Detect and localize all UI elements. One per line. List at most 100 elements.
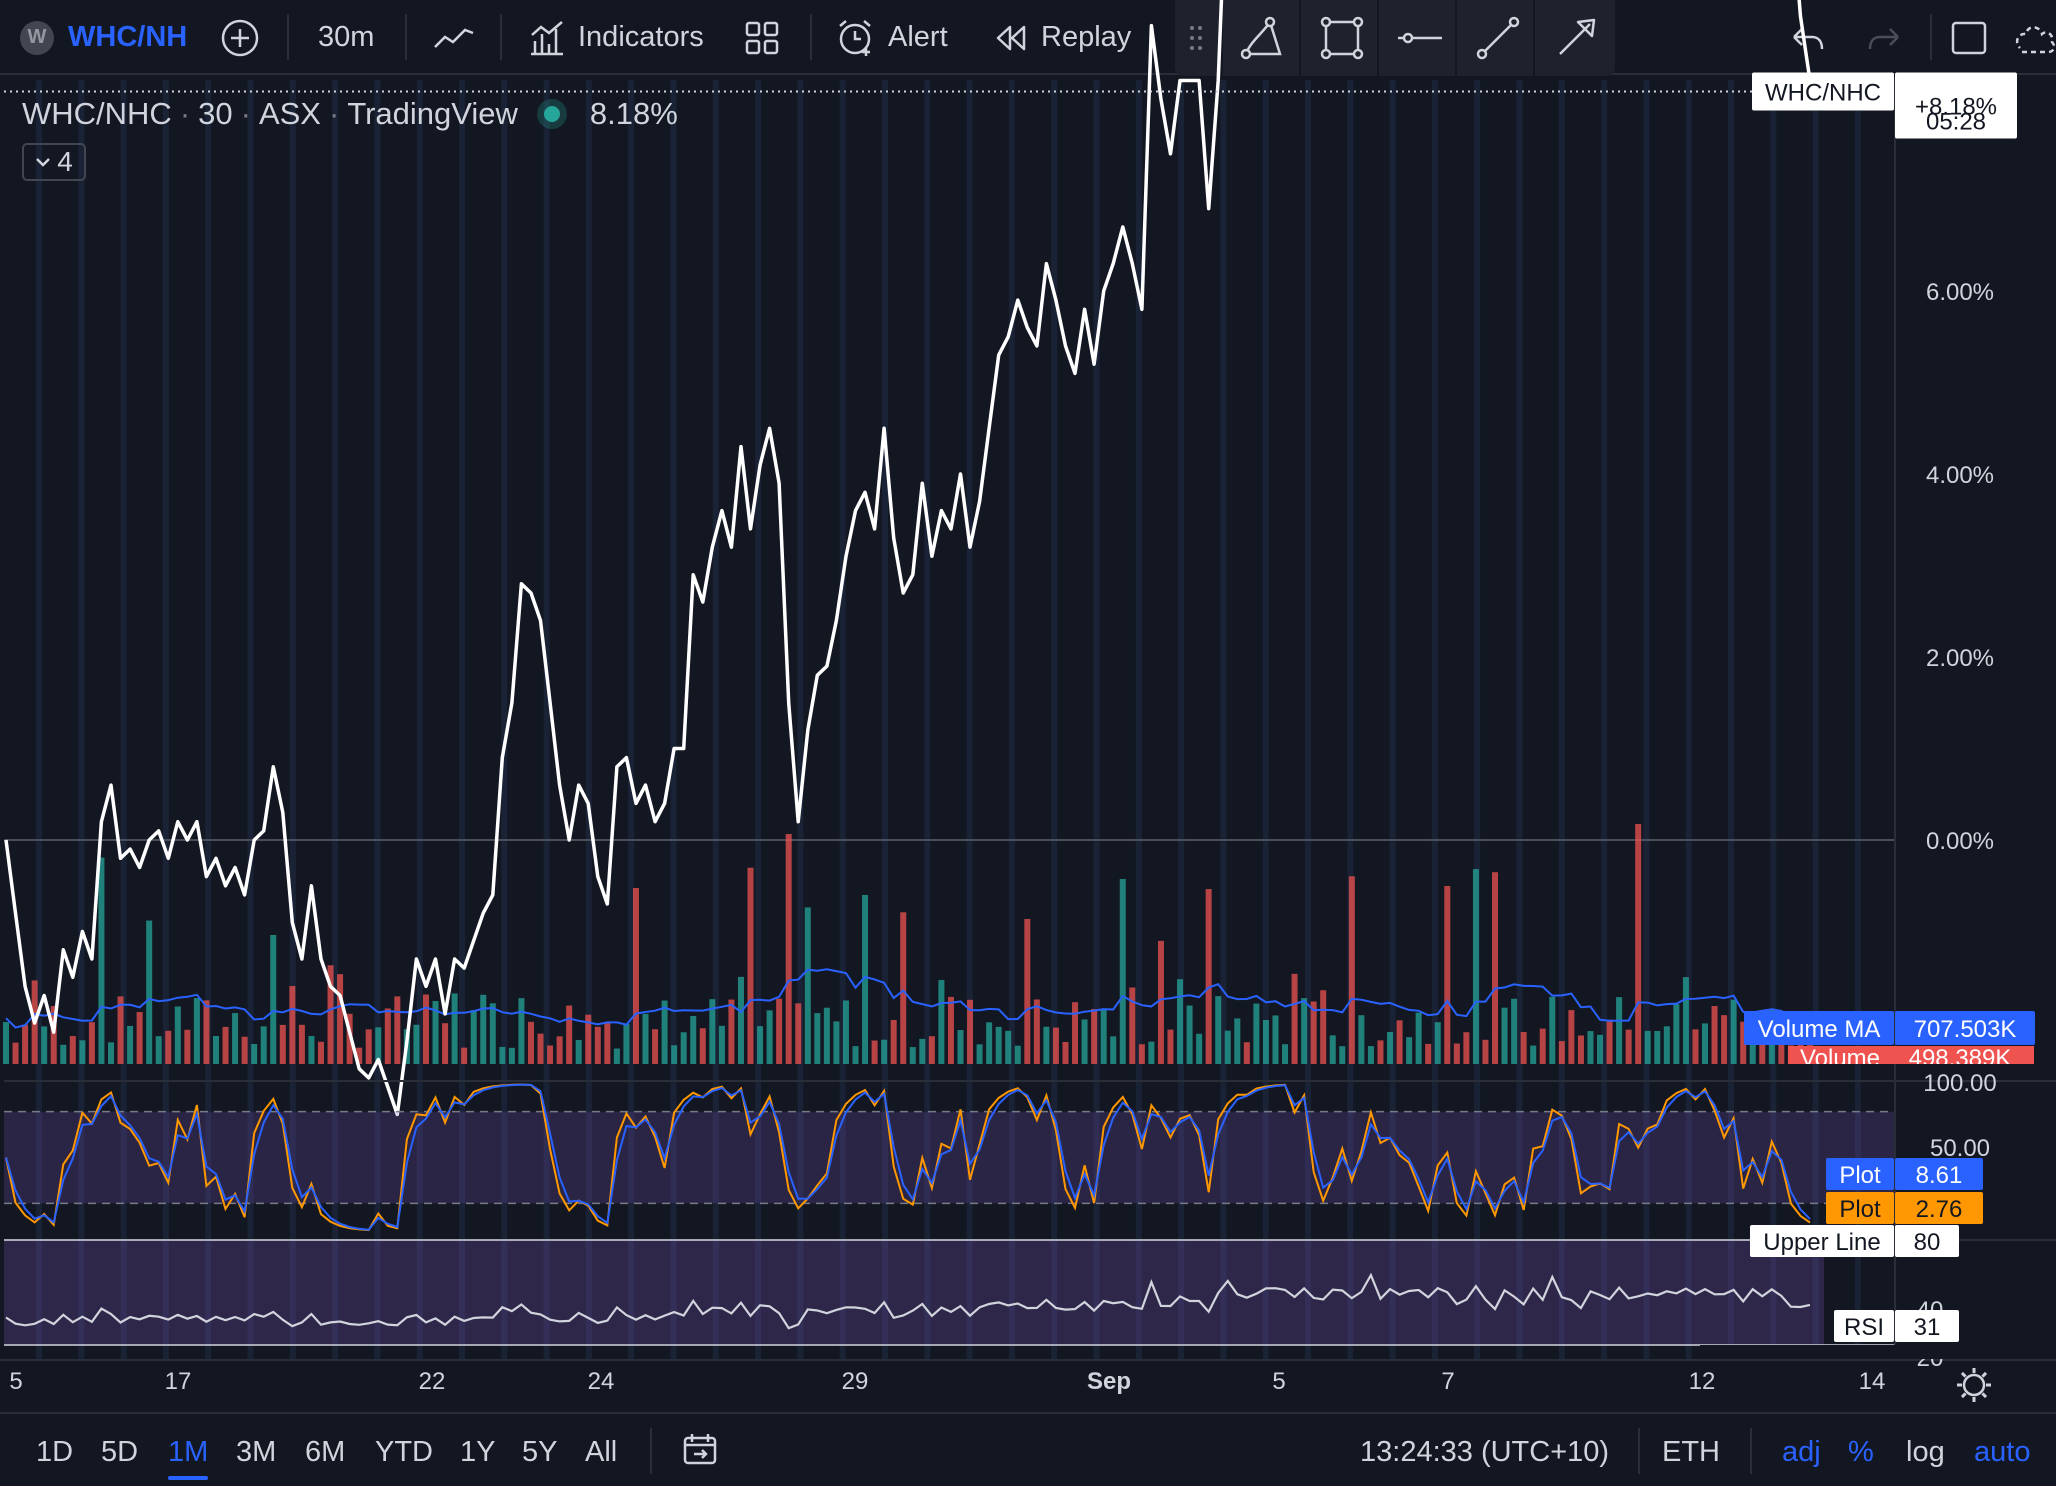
stoch-k-value-label-bg [1895,1158,1983,1190]
rsi-value-label-bg [1895,1310,1959,1342]
rectangle-tool-icon[interactable] [1318,0,1366,75]
volume-bar [1711,1006,1718,1064]
volume-bar [117,996,124,1064]
volume-bar [1463,1032,1470,1064]
range-1m[interactable]: 1M [168,1436,209,1468]
session-stripe [162,80,169,1360]
volume-bar [1520,1031,1527,1064]
adjust-dividends-toggle[interactable]: adj [1782,1436,1821,1468]
cloud-save-icon[interactable] [2010,0,2056,75]
volume-bar [1597,1034,1604,1064]
replay-label: Replay [1041,21,1132,53]
horizontal-line-tool-icon[interactable] [1396,0,1444,75]
price-pane [4,0,1812,1117]
session-stripe [247,80,254,1360]
legend-separator: · [179,96,191,131]
volume-bar [107,1042,114,1064]
range-1y[interactable]: 1Y [460,1436,496,1468]
indicators-button[interactable]: Indicators [528,0,704,75]
volume-bar [1625,1029,1632,1064]
volume-name-text: Volume [1800,1045,1880,1072]
volume-bar [556,1036,563,1064]
session-stripe [1093,80,1100,1360]
volume-bar [1138,1044,1145,1064]
session-stripe [1135,80,1142,1360]
volume-bar [1740,1021,1747,1064]
legend-symbol[interactable]: WHC/NHC [22,96,172,131]
auto-scale-toggle[interactable]: auto [1974,1436,2031,1468]
volume-bar [1243,1042,1250,1064]
alarm-clock-icon [839,19,871,56]
rsi-name-label: RSI [1834,1310,1894,1342]
percent-scale-toggle[interactable]: % [1848,1436,1874,1468]
arrow-tool-icon[interactable] [1552,0,1600,75]
brush-tool-icon[interactable] [1240,0,1288,75]
volume-bar [1196,1033,1203,1064]
stoch-d-value-label: 2.76 [1895,1192,1983,1224]
session-stripe [1347,80,1354,1360]
undo-icon[interactable] [1790,0,1826,75]
replay-button[interactable]: Replay [993,0,1131,75]
redo-icon[interactable] [1866,0,1902,75]
price-tick-label: 6.00% [1926,279,1994,306]
price-axis[interactable]: 16.00%14.00%12.00%10.00%6.00%4.00%2.00%0… [1894,0,2001,1360]
volume-bar [260,1026,267,1064]
trend-line-tool-icon[interactable] [1474,0,1522,75]
drawing-tools-group [1175,0,1615,76]
volume-bar [785,834,792,1064]
volume-bar [1024,919,1031,1064]
upper-line-value-label-bg [1895,1225,1959,1257]
rsi-band-fill [4,1240,1824,1345]
volume-bar [1568,1010,1575,1064]
time-axis[interactable]: 5 17 22 24 29 Sep 5 7 12 14 [0,1359,2056,1402]
alert-button[interactable]: Alert [836,0,948,75]
session-stripe [1431,80,1438,1360]
price-tick-label: 4.00% [1926,462,1994,489]
volume-bar [1014,1045,1021,1064]
session-stripe [1178,80,1185,1360]
clock-timezone[interactable]: 13:24:33 (UTC+10) [1360,1436,1610,1468]
interval-button[interactable]: 30m [318,21,375,53]
volume-bar [317,1041,324,1064]
range-all[interactable]: All [585,1436,618,1468]
range-3m[interactable]: 3M [236,1436,277,1468]
volume-bar [594,1026,601,1064]
volume-bar [375,1027,382,1064]
drag-handle-icon[interactable] [1189,0,1203,75]
upper-line-value-label: 80 [1895,1225,1959,1257]
layouts-grid-icon[interactable] [745,0,779,75]
compare-add-icon[interactable] [220,0,260,75]
volume-bar [1186,1005,1193,1064]
range-6m[interactable]: 6M [305,1436,346,1468]
volume-bar [547,1045,554,1064]
session-stripe [1389,80,1396,1360]
volume-bar [537,1033,544,1064]
volume-bar [518,998,525,1064]
volume-bar [1339,1046,1346,1064]
range-ytd[interactable]: YTD [375,1436,433,1468]
chart-legend[interactable]: WHC/NHC · 30 · ASX · TradingView 8.18% [22,96,678,132]
volume-bar [1396,1020,1403,1064]
symbol-name[interactable]: WHC/NH [68,21,188,53]
range-5y[interactable]: 5Y [522,1436,558,1468]
range-5d[interactable]: 5D [101,1436,139,1468]
session-button[interactable]: ETH [1662,1436,1720,1468]
fullscreen-icon[interactable] [1950,0,1988,75]
chart-type-line-icon[interactable] [433,0,475,75]
volume-ma-name-label-bg [1744,1011,1894,1045]
last-price-label-bg [1895,72,2017,139]
volume-bar [1587,1031,1594,1064]
range-1d[interactable]: 1D [36,1436,74,1468]
go-to-date-icon[interactable] [682,1432,718,1474]
volume-bar [337,974,344,1064]
session-stripe [1516,80,1523,1360]
log-scale-toggle[interactable]: log [1906,1436,1945,1468]
volume-bar [938,980,945,1064]
chart-canvas[interactable]: 16.00%14.00%12.00%10.00%6.00%4.00%2.00%0… [0,0,2056,1412]
volume-bar [203,1000,210,1064]
symbol-search[interactable]: W WHC/NH [20,0,187,75]
volume-bar [728,999,735,1064]
collapse-indicators-button[interactable]: 4 [22,143,86,181]
volume-bar [3,1022,9,1064]
volume-bar [1282,1044,1289,1064]
